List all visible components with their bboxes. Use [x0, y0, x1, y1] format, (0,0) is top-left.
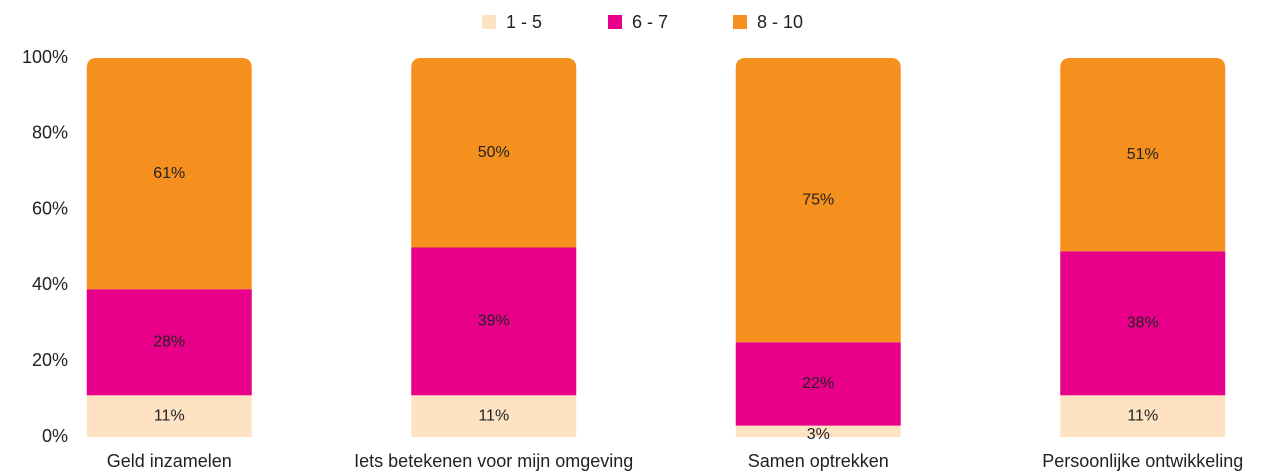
bar-segment — [1060, 251, 1226, 396]
y-tick-label: 60% — [32, 198, 68, 218]
y-tick-label: 0% — [42, 426, 68, 446]
bar-segment — [411, 58, 577, 248]
legend-label: 1 - 5 — [506, 12, 542, 32]
value-label: 22% — [802, 375, 834, 392]
bar-segment — [1060, 58, 1226, 252]
x-tick-label: Iets betekenen voor mijn omgeving — [354, 451, 633, 471]
legend-label: 8 - 10 — [757, 12, 803, 32]
value-label: 61% — [153, 165, 185, 182]
bar-segment — [86, 395, 252, 437]
value-label: 11% — [1127, 407, 1158, 424]
bar-segment — [86, 289, 252, 396]
bar-segment — [735, 58, 901, 343]
bar-segment — [735, 425, 901, 437]
bar-segment — [735, 342, 901, 426]
value-label: 50% — [478, 144, 510, 161]
value-label: 11% — [154, 407, 185, 424]
value-label: 39% — [478, 313, 510, 330]
value-label: 28% — [153, 333, 185, 350]
legend-swatch — [482, 15, 496, 29]
x-tick-label: Geld inzamelen — [107, 451, 232, 471]
y-tick-label: 100% — [22, 47, 68, 67]
value-label: 75% — [802, 191, 834, 208]
bar-segment — [1060, 395, 1226, 437]
value-label: 51% — [1127, 146, 1159, 163]
y-tick-label: 20% — [32, 350, 68, 370]
value-label: 3% — [807, 426, 830, 443]
x-tick-label: Samen optrekken — [748, 451, 889, 471]
bar-segment — [411, 395, 577, 437]
legend-swatch — [733, 15, 747, 29]
y-tick-label: 40% — [32, 274, 68, 294]
x-tick-label: Persoonlijke ontwikkeling — [1042, 451, 1243, 471]
legend-swatch — [608, 15, 622, 29]
legend-label: 6 - 7 — [632, 12, 668, 32]
bar-segment — [86, 58, 252, 290]
y-tick-label: 80% — [32, 123, 68, 143]
value-label: 38% — [1127, 315, 1159, 332]
bar-segment — [411, 247, 577, 396]
value-label: 11% — [478, 407, 509, 424]
